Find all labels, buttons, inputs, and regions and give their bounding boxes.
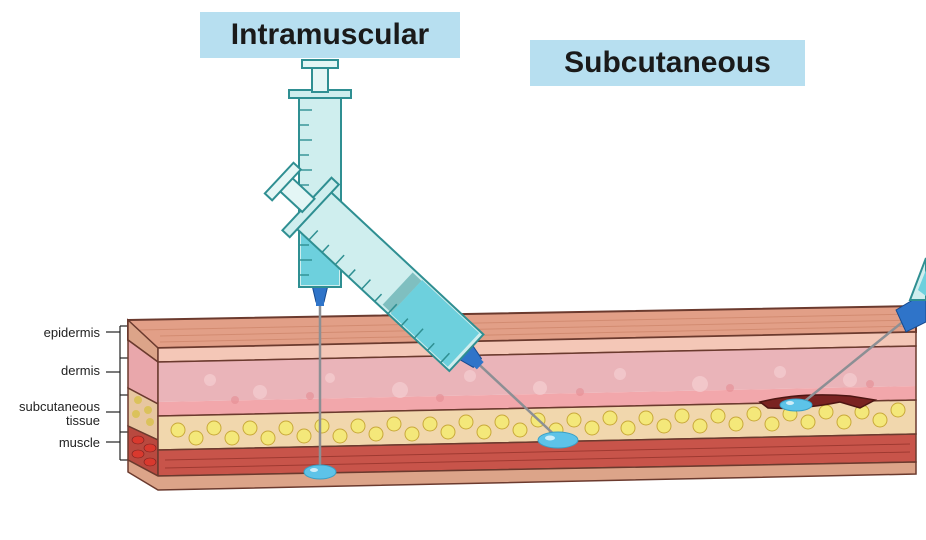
drop-subcutaneous [538, 432, 578, 448]
drop-intramuscular [304, 465, 336, 479]
diagram-svg [0, 0, 926, 540]
skin-side-face [128, 320, 158, 476]
skin-block [128, 306, 916, 490]
drop-intravenous [780, 399, 812, 411]
legend-bracket [106, 326, 128, 460]
diagram-canvas: Intramuscular Subcutaneous epidermis der… [0, 0, 926, 540]
